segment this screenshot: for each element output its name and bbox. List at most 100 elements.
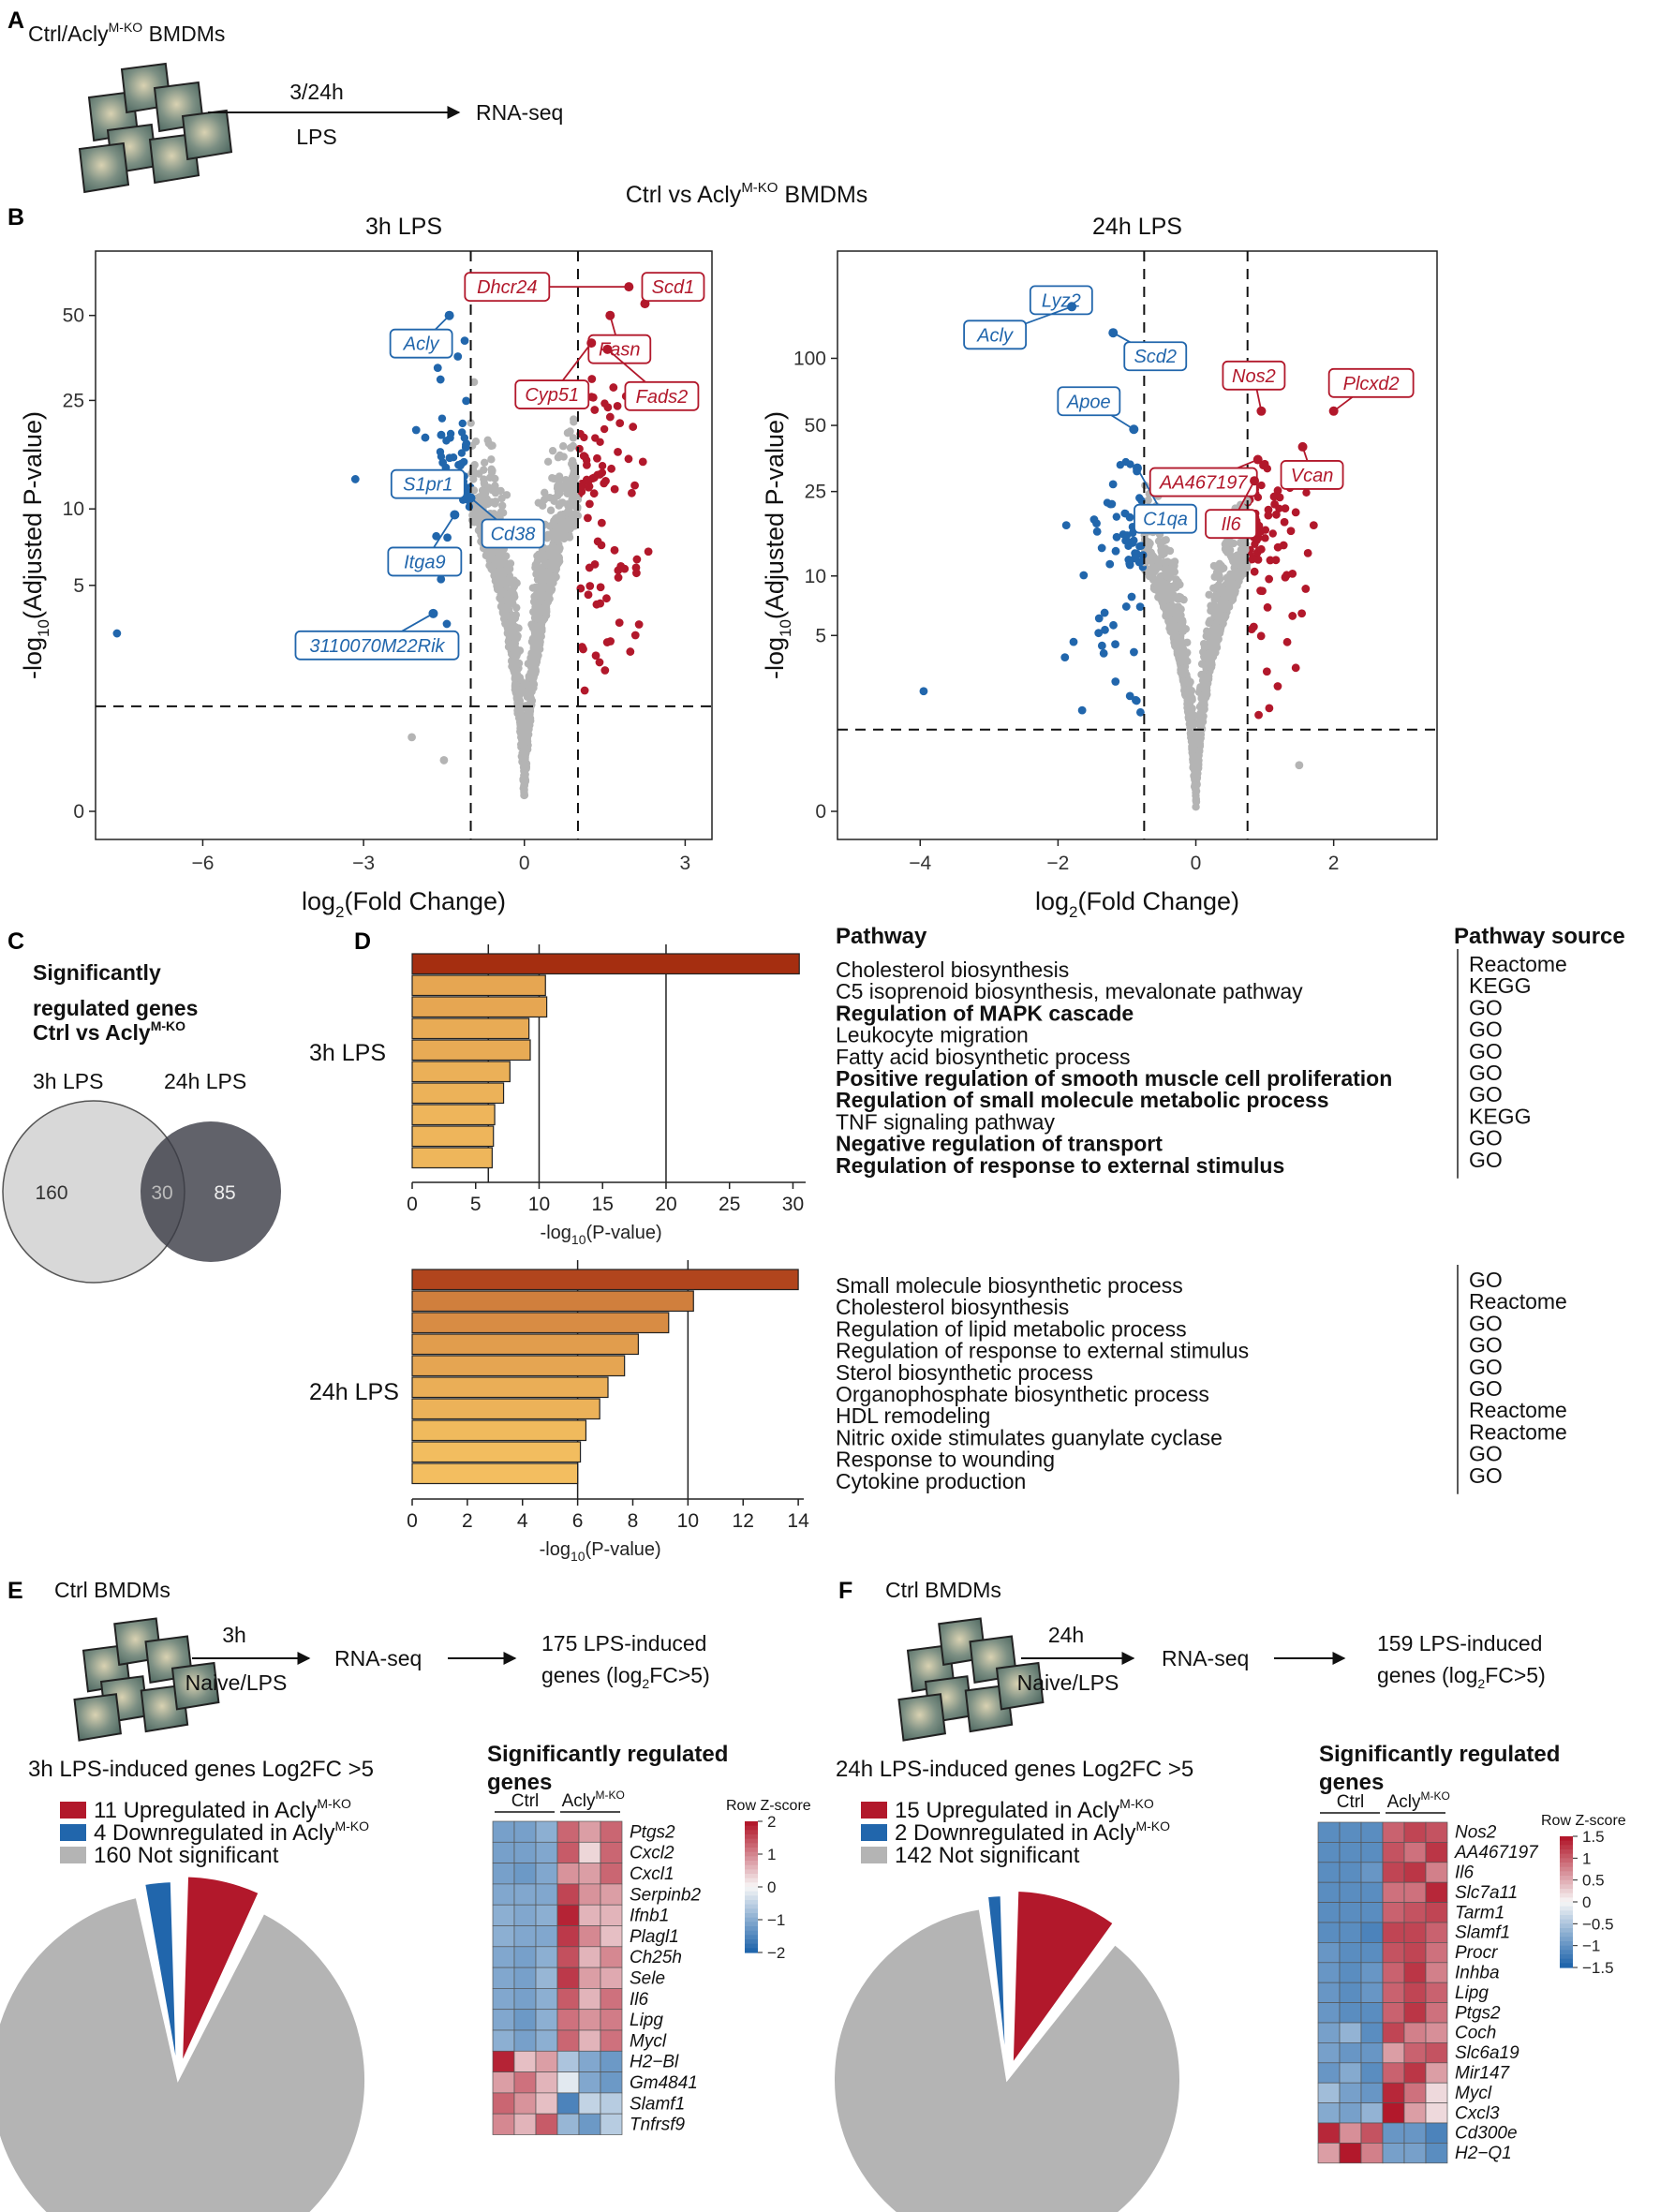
row-label: Mycl [630,2031,667,2051]
venn-label-3h: 3h LPS [33,1069,103,1093]
scatter-point [1213,624,1223,632]
legend-label: 142 Not significant [895,1843,1080,1868]
gene-label-box [1057,386,1121,417]
scatter-point [554,453,563,462]
scatter-point [1236,539,1245,547]
row-label: Sele [630,1968,665,1988]
scatter-point [521,764,529,773]
heatmap-cell [1317,1962,1341,1983]
scatter-point [497,602,506,611]
pathway-name: Organophosphate biosynthetic process [836,1382,1209,1406]
gene-label-box [294,630,460,661]
heatmap-cell [513,2029,537,2052]
panel-a-result: RNA-seq [476,100,563,125]
legend-label: 11 Upregulated in AclyM-KO [94,1796,351,1823]
panel-f-cells-label: Ctrl BMDMs [885,1578,1001,1602]
gene-point-acly [1067,302,1077,312]
heatmap-cell [1382,1821,1405,1843]
heatmap-cell [600,1904,623,1926]
scatter-point [1217,565,1225,573]
group-label-ko: AclyM-KO [1387,1789,1450,1812]
scatter-point [480,458,489,467]
heatmap-cell [1360,2122,1384,2144]
legend-gradient [1560,1958,1573,1964]
heatmap-cell [1403,1881,1427,1903]
legend-gradient [745,1825,758,1831]
heatmap-cell [1339,1942,1362,1964]
heatmap-cell [1317,1821,1341,1843]
significant-point [579,645,587,654]
pathway-source: GO [1469,1355,1503,1379]
scatter-point [542,534,552,542]
scatter-point [469,468,479,477]
scatter-point [1223,548,1232,557]
heatmap-cell [1403,2122,1427,2144]
scatter-point [543,457,553,467]
scatter-point [1197,704,1206,712]
panel-letter-c: C [7,928,24,955]
row-label: Inhba [1455,1963,1500,1982]
heatmap-cell [492,2009,515,2031]
heatmap-cell [1425,2022,1448,2043]
scatter-point [538,589,546,598]
scatter-point [529,680,539,689]
pathway-header: Pathway [836,924,927,949]
significant-point [453,352,463,361]
row-label: Ptgs2 [1455,2003,1501,2023]
pathway-name: Response to wounding [836,1447,1055,1472]
legend-gradient [745,1939,758,1945]
heatmap-cell [1360,2002,1384,2024]
significant-point [1127,592,1136,601]
scatter-point [1193,758,1202,767]
significant-point [421,433,430,442]
x-tick-label: 0 [407,1194,418,1215]
legend-gradient [745,1848,758,1853]
heatmap-cell [1317,2082,1341,2103]
heatmap-title-line1: Significantly regulated [1319,1742,1560,1767]
significant-point [442,619,452,629]
scatter-point [527,620,536,629]
heatmap-cell [1339,1862,1362,1883]
legend-gradient [1560,1893,1573,1898]
heatmap-cell [600,2071,623,2094]
panel-letter-e: E [7,1578,23,1604]
significant-point [579,452,588,461]
significant-point [1094,629,1104,638]
y-tick-label: 0 [815,801,826,823]
x-tick-label: 5 [470,1194,482,1215]
scatter-point [523,737,532,746]
heatmap-cell [1339,1821,1362,1843]
heatmap-cell [1317,2122,1341,2144]
heatmap-cell [1382,1922,1405,1943]
scatter-point [502,491,511,499]
gene-label-box [641,272,705,303]
x-axis-label: log2(Fold Change) [1035,887,1239,921]
y-axis-label: -log10(Adjusted P-value) [19,411,52,679]
significant-point [614,566,623,575]
heatmap-cell [1317,1922,1341,1943]
heatmap-cell [1360,1902,1384,1923]
scatter-point [494,576,503,586]
pie-slice-down [143,1880,178,2070]
panel-a-arrow-top: 3/24h [289,80,344,104]
scatter-point [465,502,474,512]
legend-gradient [745,1900,758,1906]
scatter-point [497,508,506,516]
legend-tick-label: 1 [1582,1849,1591,1867]
scatter-point [517,725,526,734]
volcano-plot-24h: 24h LPS −4 −2 0 2 0 5 10 25 50 100 log2(Fold Change… [761,214,1438,921]
scatter-point [1230,563,1238,572]
significant-point [615,618,624,628]
scatter-point [439,756,449,765]
gene-label-s1pr1: S1pr1 [403,475,452,496]
pathway-name: Cytokine production [836,1469,1026,1493]
pathway-source: GO [1469,1126,1503,1151]
scatter-point [528,652,537,661]
heatmap-title-line2: genes [487,1770,552,1795]
heatmap-cell [1403,1902,1427,1923]
scatter-point [530,599,540,607]
heatmap-cell [578,2092,601,2115]
significant-point [601,477,610,485]
heatmap-cell [492,1988,515,2011]
